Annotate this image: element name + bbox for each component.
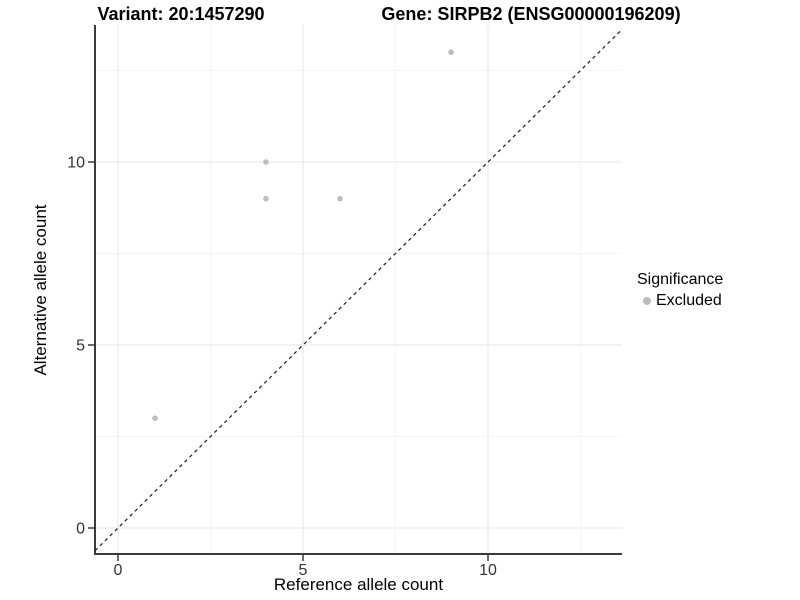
data-point <box>337 195 343 202</box>
x-tick-label: 5 <box>299 562 308 579</box>
plot-title-gene: Gene: SIRPB2 (ENSG00000196209) <box>381 4 681 24</box>
identity-dashed-line <box>94 29 623 552</box>
data-point <box>263 195 269 202</box>
y-tick-label: 5 <box>76 338 85 355</box>
y-tick-label: 0 <box>76 521 85 538</box>
data-point <box>448 49 454 55</box>
y-axis-label: Alternative allele count <box>31 204 50 376</box>
legend-entry-excluded: Excluded <box>637 292 723 310</box>
legend-entry-label: Excluded <box>656 292 722 309</box>
x-tick-label: 0 <box>114 562 123 579</box>
data-point <box>152 415 158 422</box>
x-tick-label: 10 <box>479 562 497 579</box>
legend-title: Significance <box>637 271 724 288</box>
legend-key-dot <box>643 297 651 305</box>
x-axis-label: Reference allele count <box>273 575 444 594</box>
y-tick-label: 10 <box>67 155 85 172</box>
plot-title-variant: Variant: 20:1457290 <box>97 4 265 24</box>
data-point <box>263 159 269 165</box>
legend: Significance Excluded <box>637 271 723 310</box>
